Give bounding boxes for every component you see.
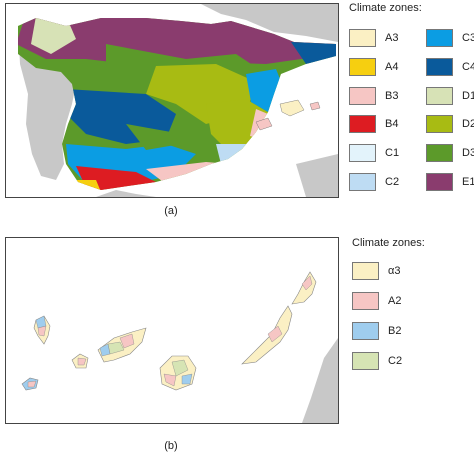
legend-swatch (426, 144, 453, 163)
legend-label: A4 (385, 60, 399, 73)
island-lanzarote (291, 271, 317, 305)
legend-label: C1 (385, 147, 400, 160)
legend-label: C4 (462, 60, 474, 73)
legend-label: A2 (388, 295, 402, 307)
legend-label: D1 (462, 89, 474, 102)
legend-label: D3 (462, 147, 474, 160)
africa-coast (302, 338, 338, 423)
map-panel-b (5, 237, 339, 424)
legend-label: B3 (385, 89, 399, 102)
legend-item-e1: E1 (426, 173, 474, 191)
legend-label: B2 (388, 325, 402, 337)
legend-swatch (352, 262, 379, 280)
legend-b-title: Climate zones: (352, 237, 425, 249)
legend-item-d2: D2 (426, 115, 474, 134)
legend-item-a3: A3 (349, 29, 398, 47)
peninsula-map (18, 4, 338, 197)
legend-item-a2: A2 (352, 292, 401, 310)
panel-a-caption: (a) (164, 205, 178, 217)
legend-item-b2: B2 (352, 322, 401, 340)
map-panel-a (5, 3, 339, 198)
legend-swatch (349, 86, 376, 105)
legend-swatch (349, 173, 376, 191)
legend-label: A3 (385, 32, 399, 44)
legend-item-c3: C3 (426, 29, 474, 47)
legend-item-c2: C2 (349, 173, 399, 191)
legend-item-d1: D1 (426, 86, 474, 105)
legend-swatch (349, 29, 376, 47)
legend-swatch (352, 352, 379, 370)
panel-b-caption: (b) (164, 440, 178, 452)
legend-label: B4 (385, 118, 399, 131)
legend-label: α3 (388, 265, 401, 277)
legend-item-c2: C2 (352, 352, 402, 370)
legend-item-c1: C1 (349, 144, 400, 163)
legend-swatch (426, 29, 453, 47)
north-africa-landmass (296, 154, 338, 197)
island-fuerteventura (241, 305, 293, 365)
legend-swatch (426, 86, 453, 105)
balearic-islands (255, 99, 321, 131)
legend-label: D2 (462, 118, 474, 131)
legend-item-d3: D3 (426, 144, 474, 163)
legend-swatch (426, 57, 453, 76)
legend-swatch (426, 173, 453, 191)
legend-swatch (349, 144, 376, 163)
legend-swatch (349, 57, 376, 76)
legend-swatch (352, 322, 379, 340)
legend-swatch (352, 292, 379, 310)
island-tenerife (97, 327, 147, 363)
legend-swatch (349, 115, 376, 134)
legend-item-b4: B4 (349, 115, 399, 134)
legend-item-b3: B3 (349, 86, 399, 105)
canary-islands-map (21, 271, 338, 423)
africa-landmass (96, 190, 156, 197)
legend-label: C3 (462, 32, 474, 44)
france-landmass (201, 4, 338, 42)
legend-label: C2 (388, 355, 403, 367)
legend-item-a4: A4 (349, 57, 399, 76)
legend-item-c4: C4 (426, 57, 474, 76)
legend-item-α3: α3 (352, 262, 400, 280)
legend-label: C2 (385, 176, 400, 188)
legend-label: E1 (462, 176, 474, 188)
legend-a-title: Climate zones: (349, 2, 422, 14)
legend-swatch (426, 115, 453, 134)
